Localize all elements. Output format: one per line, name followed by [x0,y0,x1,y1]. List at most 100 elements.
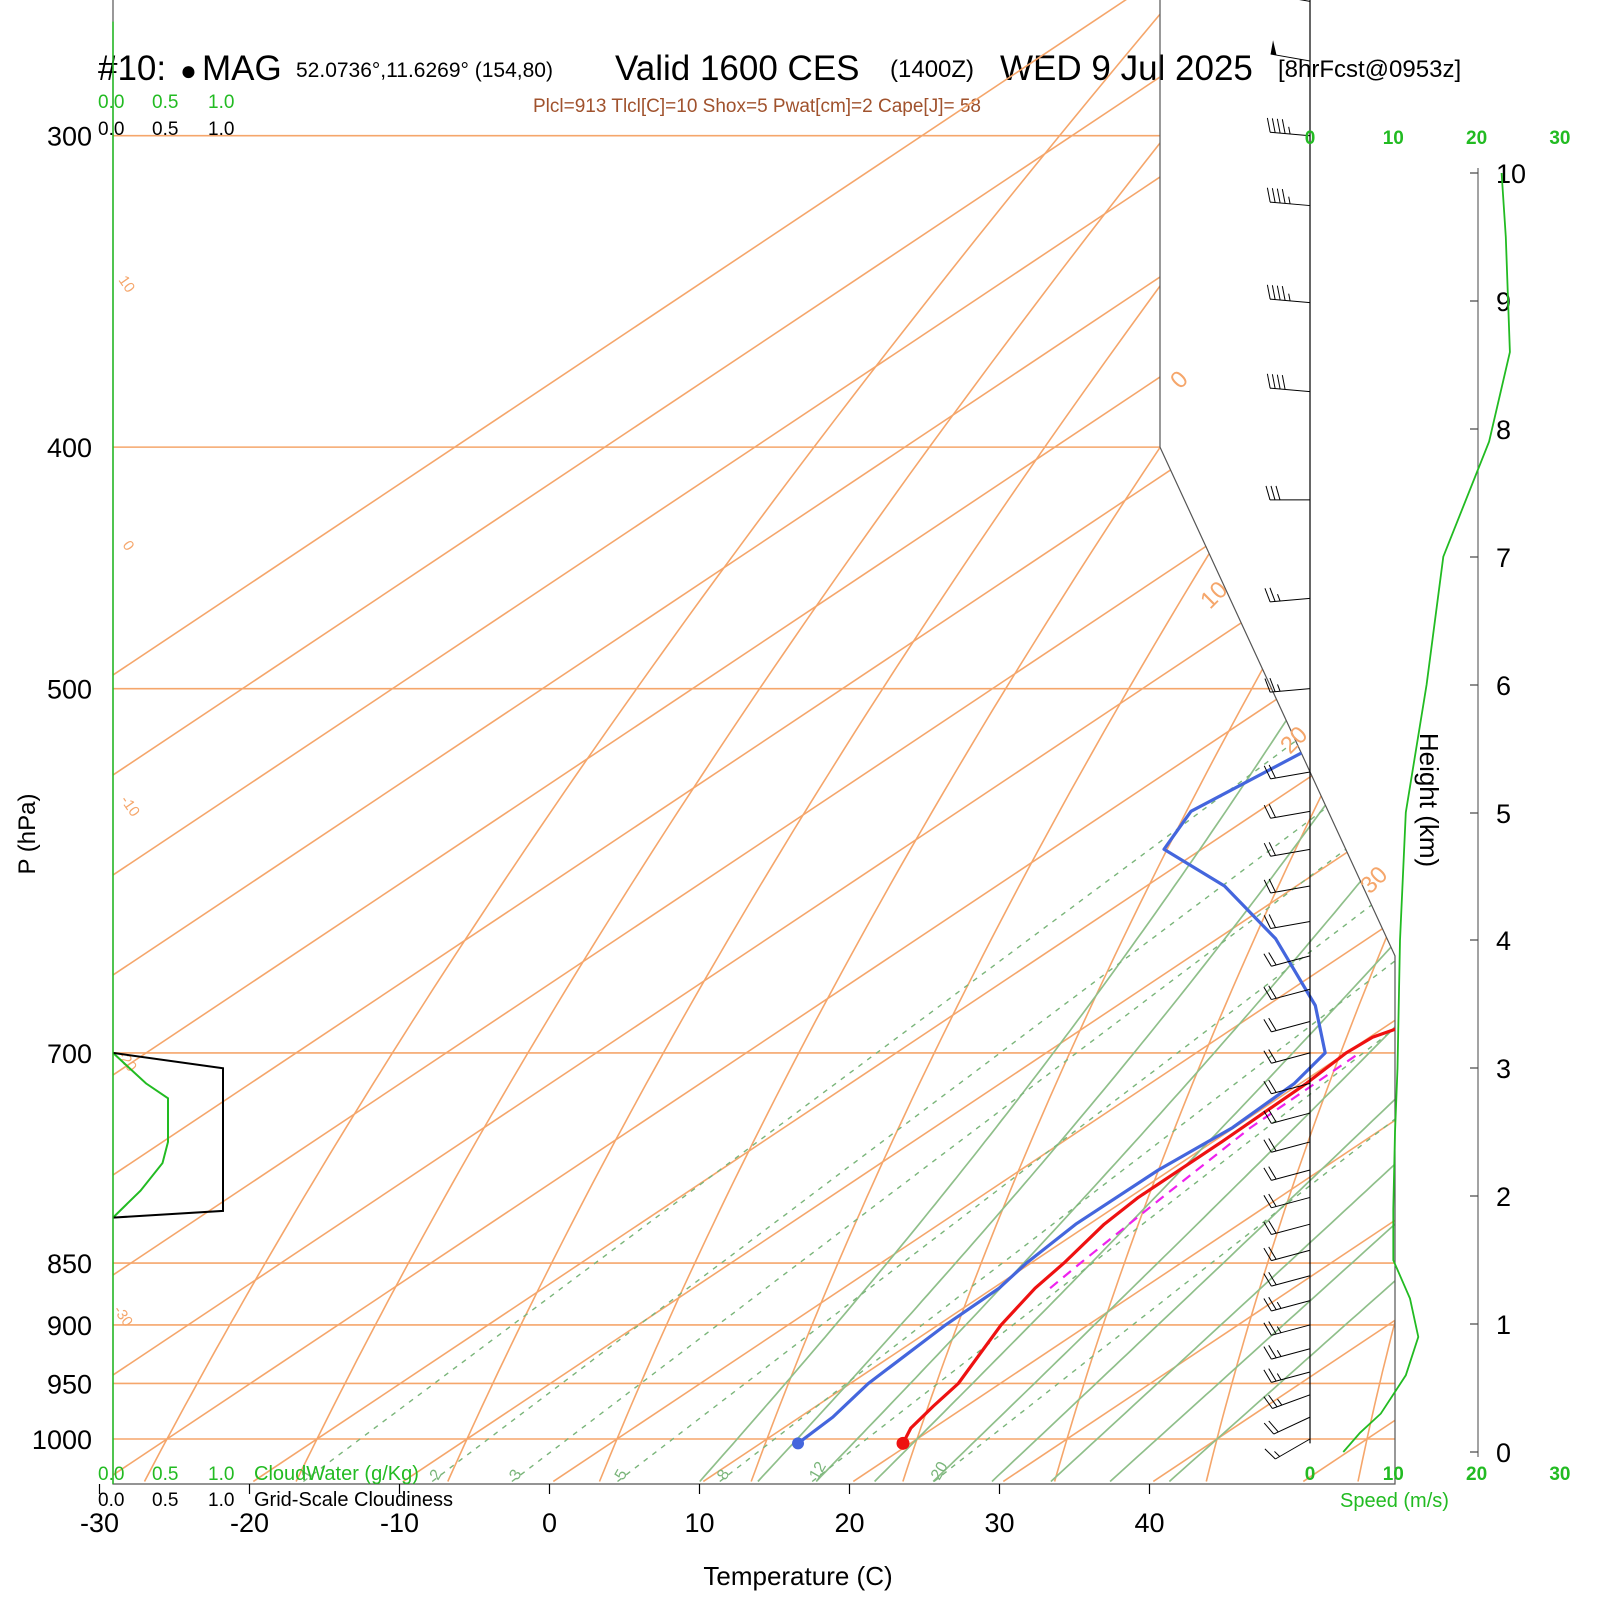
temperature-profile [901,0,1395,1445]
wind-speed-tick-top: 10 [1383,128,1404,149]
dry-adiabat-line [447,0,1395,1482]
wind-barb [1263,1345,1311,1360]
wind-barb-shaft [1270,597,1311,603]
wind-barb-flag [1266,187,1271,203]
isotherm-label-right: 10 [1195,576,1233,614]
cloud-water-tick-bottom: 0.5 [152,1464,178,1485]
wind-barb [1265,485,1310,501]
wind-barb [1263,1246,1311,1262]
station-coords: 52.0736°,11.6269° (154,80) [296,59,553,82]
wind-barb-flag [1268,1345,1277,1359]
wind-barb [1264,587,1311,603]
dry-adiabat-line [295,0,1326,1482]
wind-barb-half-flag [1274,1451,1281,1457]
axes: 2 5 0 300 400 500 700 850 900 950 1000 -30 -20 -10 0 10… [32,122,1165,1538]
wind-barb-half-flag [1277,594,1281,602]
wind-barb-shaft [1270,298,1311,304]
wind-speed-tick-top: 20 [1466,128,1487,149]
wind-barb-flag [1268,1109,1277,1123]
wind-barb-flag [1263,986,1272,1000]
moist-adiabat-line [873,0,1395,1483]
wind-barb-shaft [1271,1223,1311,1236]
frame-outline [112,0,1396,1485]
isotherm-line [113,0,1219,1483]
isotherm-line [552,0,1395,1483]
wind-barb-flag [1275,485,1281,501]
surface-temperature-dot [896,1436,910,1450]
moist-adiabat-line [1050,0,1395,1483]
mixing-ratio-label: 12 [806,1459,830,1483]
wind-barb-flag [1263,1110,1272,1124]
wind-barb-shaft [1271,1249,1311,1262]
moist-adiabat-line [1168,0,1395,1483]
wind-barb-flag [1264,678,1271,693]
wind-speed-profile [1342,172,1511,1453]
pressure-tick-label: 500 [47,675,92,705]
wind-barb-flag [1263,804,1272,819]
isotherm-line [113,0,1369,1483]
pressure-tick-label: 700 [47,1039,92,1069]
wind-barb-shaft [1270,771,1311,780]
mixing-ratio-line [431,446,1395,1483]
isotherm-line [852,0,1395,1483]
wind-barb-flag [1271,285,1276,300]
temperature-tick-label: -20 [230,1508,269,1538]
cloud-water-tick-bottom: 1.0 [208,1464,234,1485]
pressure-tick-label: 950 [47,1369,92,1399]
wind-barb-shaft [1270,848,1311,857]
wind-barb [1263,1416,1311,1435]
temperature-tick-label: 40 [1134,1508,1164,1538]
wind-barb [1263,1138,1311,1153]
wind-barb-flag [1263,765,1272,780]
cloud-panel: 0.0 0.5 1.0 0.0 0.5 1.0 0.0 0.5 1.0 0.0 0.5 1.0 [98,21,234,1511]
isotherm-label-right: 30 [1355,861,1393,899]
wind-barb-flag [1268,985,1277,999]
mixing-ratio-label: 3 [506,1467,525,1483]
temperature-tick-label: -10 [380,1508,419,1538]
wind-barb-shaft [1270,387,1311,393]
wind-barb [1266,187,1311,207]
wind-barb [1263,764,1311,780]
wind-barb-shaft [1271,955,1311,967]
isotherm-line [1152,0,1395,1483]
moist-adiabat-line [699,0,1395,1483]
dry-adiabat-line [750,0,1395,1482]
wind-barb-flag [1266,373,1271,389]
wind-barb-flag [1263,1247,1272,1261]
utc-time: (1400Z) [890,56,974,83]
isotherm-line [402,0,1395,1483]
height-tick-label: 4 [1496,926,1511,956]
wind-barb [1263,914,1311,929]
wind-barb-flag [1263,1050,1272,1064]
wind-barb-half-flag [1276,1373,1282,1381]
cloudiness-tick-bottom: 1.0 [208,1490,234,1511]
wind-barb-shaft [1270,201,1311,207]
wind-barb-pennant [1270,40,1277,56]
wind-barb-flag [1263,1422,1275,1435]
mixing-ratio-line [933,446,1395,1483]
wind-barb-flag [1263,1195,1272,1209]
wind-barb-flag [1276,118,1281,134]
wind-barb-flag [1263,1369,1272,1383]
isotherm-line [252,0,1395,1483]
wind-barb-flag [1268,1049,1277,1063]
wind-barb-flag [1268,1368,1277,1382]
wind-barb-flag [1268,1246,1277,1260]
wind-barb-shaft [1299,0,1311,2]
wind-barb [1263,1017,1311,1033]
wind-barb-shaft [1270,131,1311,137]
moist-adiabat-line [757,0,1395,1483]
wind-barb-shaft [1271,1169,1311,1181]
wind-speed-tick-top: 0 [1305,128,1316,149]
wind-barb-shaft [1270,810,1311,819]
wind-barb-shaft [1271,1324,1311,1336]
wind-barb-flag [1268,804,1276,818]
cloud-water-profile [112,1052,169,1219]
wind-barb [1266,284,1311,304]
wind-barb-flag [1268,952,1277,966]
isotherm-line [113,0,1395,1483]
wind-barb-half-flag [1288,126,1291,135]
dry-adiabat-line [1357,0,1395,1482]
wind-barb [1266,117,1311,137]
station-id: #10: [98,49,166,88]
